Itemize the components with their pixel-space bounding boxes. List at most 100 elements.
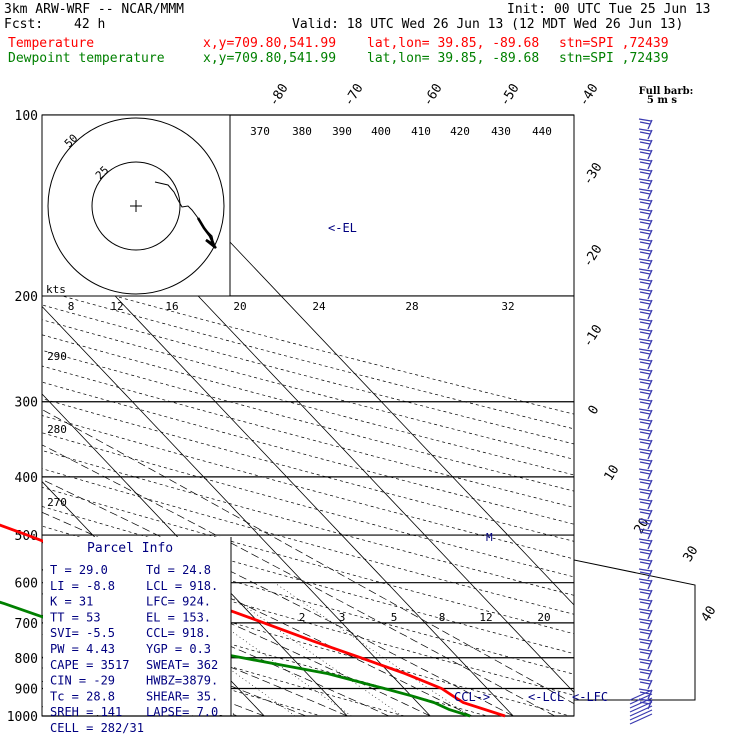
parcel-row-right: LAPSE= 7.0 bbox=[146, 705, 218, 719]
theta-label: 400 bbox=[371, 125, 391, 138]
parcel-row-left: SREH = 141 bbox=[50, 705, 122, 719]
dry-adiabat bbox=[42, 334, 574, 476]
wind-barb bbox=[638, 648, 653, 660]
wind-barb bbox=[638, 508, 653, 520]
parcel-row-left: CIN = -29 bbox=[50, 674, 115, 688]
wind-barb bbox=[638, 178, 653, 190]
mixing-ratio-label: 2 bbox=[299, 611, 306, 624]
parcel-row-right: SWEAT= 362 bbox=[146, 658, 218, 672]
temperature-profile bbox=[0, 523, 506, 718]
parcel-row-left: SVI= -5.5 bbox=[50, 626, 115, 640]
wind-barb bbox=[638, 248, 653, 260]
mixing-ratio-label: 12 bbox=[110, 300, 123, 313]
wind-barb bbox=[638, 158, 653, 170]
wind-barb bbox=[638, 478, 653, 490]
dry-adiabat bbox=[42, 450, 574, 596]
wind-barb bbox=[638, 348, 653, 360]
wind-barb bbox=[638, 268, 653, 280]
isotherm-label: -20 bbox=[580, 242, 605, 270]
valid-time: Valid: 18 UTC Wed 26 Jun 13 (12 MDT Wed … bbox=[292, 17, 684, 32]
hodograph-ring bbox=[91, 161, 181, 251]
wind-barb bbox=[638, 398, 653, 410]
dewpoint-profile bbox=[0, 600, 471, 718]
wind-barb bbox=[638, 488, 653, 500]
theta-label: 410 bbox=[411, 125, 431, 138]
dry-adiabat bbox=[42, 275, 574, 415]
barb-legend-units: 5 m s bbox=[647, 95, 678, 106]
wind-barb bbox=[638, 148, 653, 160]
wind-barb bbox=[638, 408, 653, 420]
temperature-latlon: lat,lon= 39.85, -89.68 bbox=[367, 36, 540, 51]
dry-adiabat bbox=[42, 588, 488, 716]
theta-label: 430 bbox=[491, 125, 511, 138]
isotherm-label: -40 bbox=[576, 81, 601, 109]
wind-barb bbox=[638, 368, 653, 380]
theta-label: 390 bbox=[332, 125, 352, 138]
temperature-station: stn=SPI ,72439 bbox=[559, 36, 669, 51]
pressure-label: 700 bbox=[15, 617, 38, 632]
dry-adiabat bbox=[42, 432, 574, 578]
theta-label: 290 bbox=[47, 350, 67, 363]
isotherm bbox=[42, 393, 348, 716]
theta-label: 420 bbox=[450, 125, 470, 138]
parcel-row-right: YGP = 0.3 bbox=[146, 642, 211, 656]
wind-barb bbox=[638, 298, 653, 310]
isotherm-label: 40 bbox=[699, 604, 720, 625]
wind-barb-low bbox=[629, 705, 653, 717]
theta-label: 280 bbox=[47, 423, 67, 436]
hodograph-unit: kts bbox=[46, 283, 66, 296]
isotherm-label: -10 bbox=[580, 322, 605, 350]
wind-barb bbox=[638, 258, 653, 270]
wind-barb bbox=[638, 618, 653, 630]
parcel-row-left: CAPE = 3517 bbox=[50, 658, 129, 672]
parcel-row-left: PW = 4.43 bbox=[50, 642, 115, 656]
wind-barb bbox=[638, 228, 653, 240]
theta-label: 440 bbox=[532, 125, 552, 138]
dry-adiabat bbox=[42, 304, 574, 445]
parcel-row-left: T = 29.0 bbox=[50, 563, 108, 577]
model-title: 3km ARW-WRF -- NCAR/MMM bbox=[4, 2, 185, 17]
wind-barb bbox=[638, 448, 653, 460]
wind-barb-low bbox=[629, 713, 653, 725]
wind-barb bbox=[638, 468, 653, 480]
forecast-hour: 42 h bbox=[74, 17, 106, 32]
pressure-label: 300 bbox=[15, 396, 38, 411]
wind-barb bbox=[638, 418, 653, 430]
isotherm-label: -60 bbox=[420, 81, 445, 109]
isotherm-label: -30 bbox=[580, 160, 605, 188]
hodograph-trace-lower bbox=[196, 217, 217, 250]
parcel-row-right: CCL= 918. bbox=[146, 626, 211, 640]
mixing-ratio-label: 8 bbox=[68, 300, 75, 313]
moist-adiabat bbox=[42, 409, 574, 705]
wind-barb bbox=[638, 218, 653, 230]
wind-barb bbox=[638, 678, 653, 690]
wind-barb bbox=[638, 428, 653, 440]
wind-barb bbox=[638, 528, 653, 540]
level-marker: CCL-> bbox=[454, 690, 490, 704]
wind-barb bbox=[638, 118, 653, 130]
dewpoint-latlon: lat,lon= 39.85, -89.68 bbox=[367, 51, 540, 66]
pressure-label: 600 bbox=[15, 577, 38, 592]
wind-barb bbox=[638, 538, 653, 550]
wind-barb bbox=[638, 388, 653, 400]
parcel-row-right: SHEAR= 35. bbox=[146, 689, 218, 703]
parcel-row-right: LCL = 918. bbox=[146, 579, 218, 593]
wind-barb bbox=[638, 138, 653, 150]
parcel-row-right: EL = 153. bbox=[146, 610, 211, 624]
parcel-row-right: HWBZ=3879. bbox=[146, 674, 218, 688]
init-time: Init: 00 UTC Tue 25 Jun 13 bbox=[507, 2, 711, 17]
mixing-ratio-label: 20 bbox=[537, 611, 550, 624]
theta-label: 270 bbox=[47, 496, 67, 509]
wind-barb bbox=[638, 588, 653, 600]
wind-barb bbox=[638, 288, 653, 300]
parcel-row-left: Tc = 28.8 bbox=[50, 689, 115, 703]
hodograph-ring bbox=[47, 117, 225, 295]
mixing-ratio-label: 3 bbox=[339, 611, 346, 624]
moist-adiabat bbox=[42, 593, 348, 716]
temperature-legend: Temperature bbox=[8, 36, 95, 51]
level-marker: <-LFC bbox=[572, 690, 608, 704]
moist-adiabat bbox=[42, 444, 555, 716]
isotherm-label: -50 bbox=[497, 81, 522, 109]
isotherm-label: -80 bbox=[266, 81, 291, 109]
theta-label: 370 bbox=[250, 125, 270, 138]
